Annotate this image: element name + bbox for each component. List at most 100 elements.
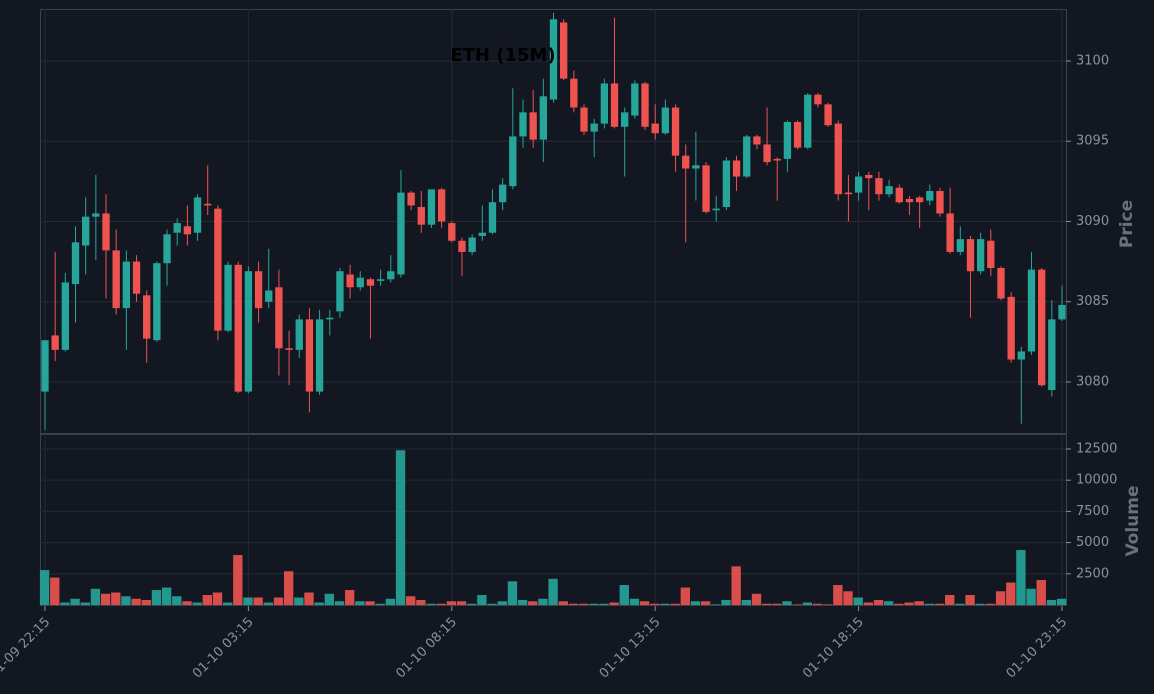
volume-bar <box>1026 588 1036 605</box>
volume-bar <box>955 603 965 605</box>
volume-bar <box>182 601 192 605</box>
volume-bar <box>426 603 436 605</box>
candle-body <box>336 271 344 312</box>
volume-bar <box>161 587 172 605</box>
candle-body <box>549 19 558 100</box>
volume-bar <box>833 585 843 605</box>
volume-tick-label: 12500 <box>1076 441 1117 456</box>
volume-bar <box>172 596 182 605</box>
volume-bar <box>90 588 101 605</box>
volume-bar <box>294 597 304 605</box>
candle-body <box>519 112 527 137</box>
volume-bar <box>802 602 813 605</box>
x-tick-label: 01-09 22:15 <box>0 615 53 682</box>
candle-body <box>956 239 964 252</box>
price-axis-label: Price <box>1117 200 1137 248</box>
volume-bar <box>1056 598 1067 605</box>
candle-body <box>498 184 507 203</box>
volume-bar <box>782 601 792 605</box>
candle-body <box>580 107 588 132</box>
volume-bar <box>375 603 385 605</box>
candle-body <box>61 282 70 350</box>
candle-body <box>844 192 853 195</box>
candle-body <box>478 232 486 236</box>
candle-body <box>122 261 131 309</box>
volume-bar <box>416 600 426 605</box>
volume-bar <box>965 595 975 605</box>
candle-body <box>1037 269 1046 386</box>
volume-bar <box>243 597 253 605</box>
candle-body <box>468 237 476 252</box>
candle-body <box>671 107 680 156</box>
volume-bar <box>39 570 50 605</box>
y-tick-label: 3085 <box>1076 294 1109 309</box>
volume-panel <box>40 434 1067 606</box>
volume-bar <box>772 603 782 605</box>
volume-bar <box>711 604 721 605</box>
candle-body <box>82 216 90 246</box>
volume-bar <box>650 603 660 605</box>
candle-body <box>254 271 263 309</box>
volume-bar <box>619 585 629 605</box>
volume-bar <box>853 597 863 605</box>
candle-body <box>51 335 59 350</box>
candle-body <box>244 271 253 392</box>
volume-bar <box>283 571 294 605</box>
volume-bar <box>131 598 141 605</box>
volume-bar <box>324 593 335 605</box>
candle-body <box>987 240 995 269</box>
volume-tick-label: 10000 <box>1076 473 1117 488</box>
candle-body <box>41 340 49 392</box>
volume-bar <box>111 592 121 605</box>
volume-bar <box>578 603 589 605</box>
volume-bar <box>660 603 670 605</box>
y-tick-label: 3095 <box>1076 134 1109 149</box>
candle-body <box>397 192 405 275</box>
candle-body <box>976 239 985 272</box>
volume-bar <box>995 591 1006 605</box>
candle-body <box>773 158 781 161</box>
volume-bar <box>100 593 111 605</box>
chart-title: ETH (15M) <box>450 45 555 66</box>
volume-bar <box>843 591 853 605</box>
volume-bar <box>1006 582 1016 605</box>
volume-bar <box>497 601 507 605</box>
candle-body <box>661 107 670 134</box>
candle-body <box>804 94 812 148</box>
volume-tick-label: 2500 <box>1076 566 1109 581</box>
candle-body <box>458 240 466 252</box>
volume-bar <box>365 601 375 605</box>
candle-body <box>783 121 792 159</box>
candle-body <box>1058 304 1066 320</box>
candle-body <box>143 295 151 339</box>
x-tick-label: 01-10 08:15 <box>393 615 460 682</box>
candle-body <box>682 155 690 169</box>
volume-bar <box>60 602 70 605</box>
candle-body <box>173 223 181 233</box>
volume-bar <box>528 601 538 605</box>
candle-body <box>1027 269 1036 352</box>
candle-body <box>560 22 568 79</box>
volume-bar <box>233 555 243 605</box>
candle-body <box>305 319 314 392</box>
candle-body <box>753 136 761 145</box>
candle-body <box>224 264 232 331</box>
candle-body <box>631 83 639 116</box>
candle-body <box>437 189 446 222</box>
candle-body <box>326 317 334 320</box>
volume-bar <box>609 602 619 605</box>
candle-body <box>204 203 212 206</box>
volume-bar <box>80 602 90 605</box>
candle-body <box>285 348 293 350</box>
volume-bar <box>894 603 904 605</box>
candle-body <box>163 234 171 264</box>
grid <box>40 9 1066 605</box>
volume-bar <box>721 600 731 605</box>
candle-body <box>702 165 710 212</box>
candle-body <box>763 144 771 163</box>
volume-bar <box>477 595 487 605</box>
candle-body <box>814 94 822 105</box>
volume-bar <box>914 601 924 605</box>
